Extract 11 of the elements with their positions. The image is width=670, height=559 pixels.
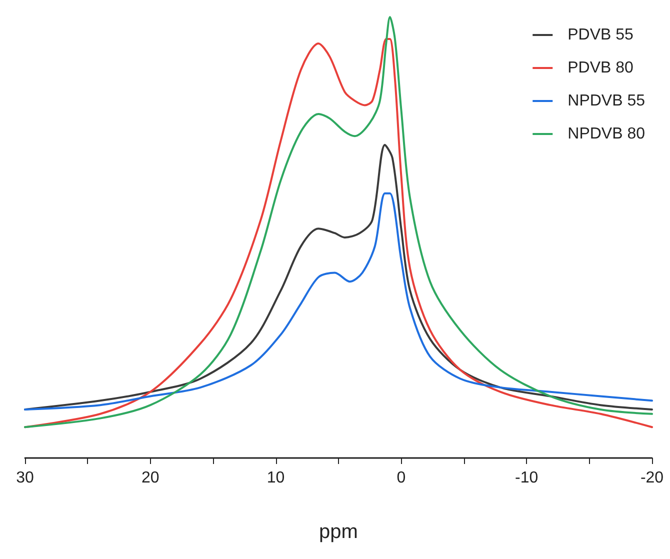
legend-label: NPDVB 55 — [568, 92, 646, 110]
x-tick-label: -10 — [515, 470, 538, 486]
legend-label: PDVB 55 — [568, 26, 634, 44]
legend-label: PDVB 80 — [568, 60, 634, 76]
x-tick-label: 20 — [142, 470, 160, 486]
x-axis-title: ppm — [319, 521, 358, 543]
x-tick-label: 30 — [16, 470, 34, 486]
legend-label: NPDVB 80 — [568, 126, 646, 142]
x-tick-label: 0 — [396, 470, 406, 486]
x-tick-label: -20 — [640, 470, 664, 486]
x-tick-label: 10 — [266, 470, 285, 486]
